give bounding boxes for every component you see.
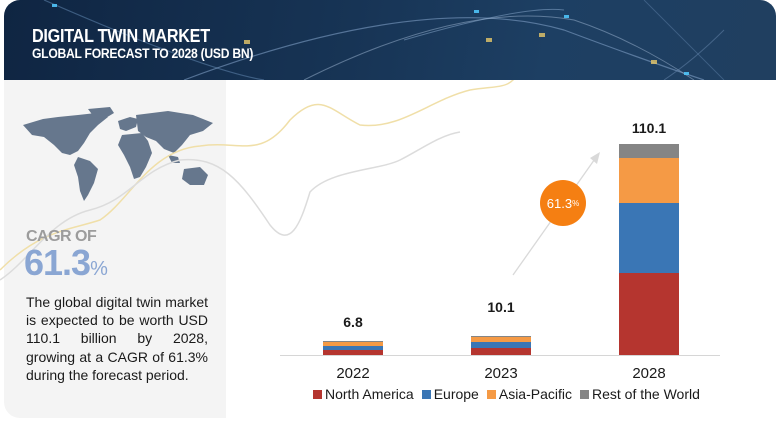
legend-swatch-europe [421,389,431,399]
chart-legend: North America Europe Asia-Pacific Rest o… [313,386,700,402]
bar-2022-europe [323,346,383,350]
cagr-bubble: 61.3% [540,180,586,226]
bubble-value: 61.3 [546,195,573,211]
x-tick-2022: 2022 [336,365,370,382]
bar-2023-europe [471,342,531,348]
header-banner: DIGITAL TWIN MARKET GLOBAL FORECAST TO 2… [4,0,776,80]
legend-label: Europe [433,386,479,402]
fiber-lines-decoration [43,0,725,80]
legend-item-europe: Europe [421,386,479,402]
bar-2022-rest-of-world [323,341,383,342]
cagr-number: 61.3 [24,242,91,283]
bar-2028-north-america [619,273,679,355]
legend-item-rest-of-world: Rest of the World [580,386,700,402]
cagr-unit: % [90,258,108,280]
bar-2023-rest-of-world [471,336,531,337]
bar-2022-north-america [323,350,383,355]
legend-label: North America [325,386,414,402]
cagr-label: CAGR OF [26,228,97,245]
legend-label: Asia-Pacific [498,386,572,402]
bar-2028-europe [619,203,679,273]
bar-2023 [471,336,531,355]
legend-swatch-north-america [313,389,322,399]
legend-swatch-asia-pacific [486,389,496,399]
bar-2022 [323,341,383,355]
legend-item-asia-pacific: Asia-Pacific [486,386,572,402]
x-tick-2028: 2028 [632,365,666,382]
page-subtitle: GLOBAL FORECAST TO 2028 (USD BN) [32,46,254,61]
bar-2023-asia-pacific [471,337,531,342]
legend-swatch-rest-of-world [580,389,589,399]
decorative-wave-lines [0,80,514,281]
total-label-2023: 10.1 [487,299,515,315]
total-label-2022: 6.8 [343,314,363,330]
bar-2023-north-america [471,348,531,355]
bubble-unit: % [572,198,580,208]
bar-2028-asia-pacific [619,158,679,203]
bar-2028 [619,144,679,355]
bar-2028-rest-of-world [619,144,679,158]
total-label-2028: 110.1 [631,120,667,136]
legend-item-north-america: North America [313,386,414,402]
page-title: DIGITAL TWIN MARKET [32,26,210,46]
x-axis-baseline [280,355,720,356]
market-description: The global digital twin market is expect… [26,294,208,383]
legend-label: Rest of the World [592,386,700,402]
bar-2022-asia-pacific [323,342,383,346]
x-tick-2023: 2023 [484,365,518,382]
cagr-value: 61.3% [24,242,108,284]
